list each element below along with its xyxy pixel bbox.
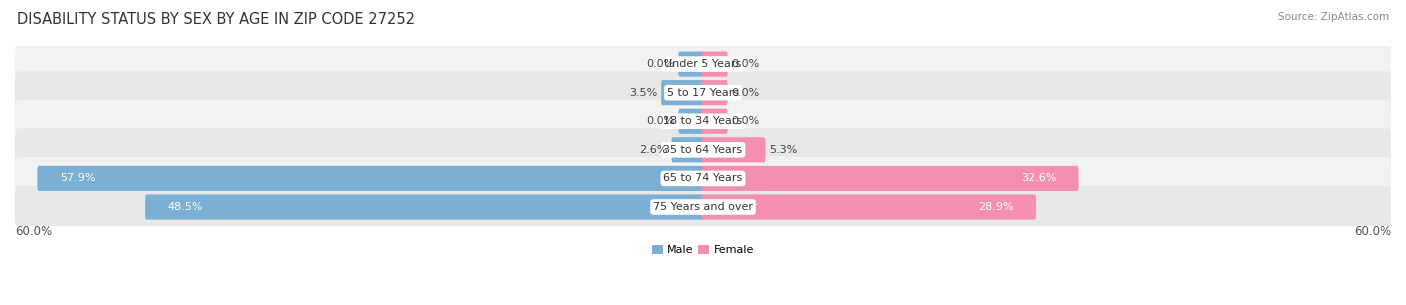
Text: DISABILITY STATUS BY SEX BY AGE IN ZIP CODE 27252: DISABILITY STATUS BY SEX BY AGE IN ZIP C… [17,12,415,27]
FancyBboxPatch shape [661,80,704,105]
FancyBboxPatch shape [38,166,704,191]
Text: 5.3%: 5.3% [769,145,797,155]
FancyBboxPatch shape [15,157,1391,200]
Text: 0.0%: 0.0% [647,59,675,69]
FancyBboxPatch shape [702,52,728,77]
Text: 75 Years and over: 75 Years and over [652,202,754,212]
Text: 5 to 17 Years: 5 to 17 Years [666,88,740,98]
Text: 0.0%: 0.0% [731,88,759,98]
Text: 18 to 34 Years: 18 to 34 Years [664,116,742,126]
Text: Source: ZipAtlas.com: Source: ZipAtlas.com [1278,12,1389,22]
FancyBboxPatch shape [702,109,728,134]
Text: 0.0%: 0.0% [647,116,675,126]
Text: 60.0%: 60.0% [15,225,52,238]
Text: 65 to 74 Years: 65 to 74 Years [664,174,742,183]
FancyBboxPatch shape [145,194,704,220]
FancyBboxPatch shape [678,52,704,77]
FancyBboxPatch shape [702,80,728,105]
FancyBboxPatch shape [15,185,1391,228]
Legend: Male, Female: Male, Female [647,240,759,260]
FancyBboxPatch shape [15,100,1391,143]
FancyBboxPatch shape [672,137,704,163]
Text: 2.6%: 2.6% [640,145,668,155]
Text: 57.9%: 57.9% [59,174,96,183]
Text: 28.9%: 28.9% [979,202,1014,212]
Text: 3.5%: 3.5% [628,88,657,98]
Text: 0.0%: 0.0% [731,116,759,126]
FancyBboxPatch shape [702,166,1078,191]
FancyBboxPatch shape [678,109,704,134]
Text: 60.0%: 60.0% [1354,225,1391,238]
FancyBboxPatch shape [702,137,765,163]
Text: 32.6%: 32.6% [1021,174,1056,183]
Text: 48.5%: 48.5% [167,202,202,212]
FancyBboxPatch shape [15,128,1391,171]
Text: Under 5 Years: Under 5 Years [665,59,741,69]
FancyBboxPatch shape [15,43,1391,85]
Text: 35 to 64 Years: 35 to 64 Years [664,145,742,155]
FancyBboxPatch shape [702,194,1036,220]
FancyBboxPatch shape [15,71,1391,114]
Text: 0.0%: 0.0% [731,59,759,69]
